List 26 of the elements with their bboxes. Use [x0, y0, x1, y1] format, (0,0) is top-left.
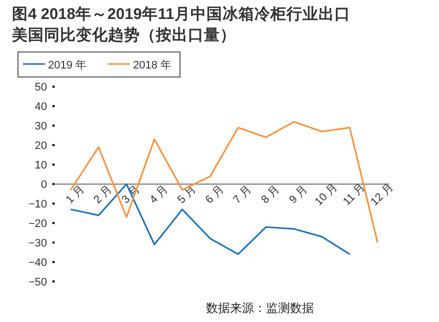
- chart-subtitle: 美国同比变化趋势（按出口量）: [11, 25, 236, 44]
- x-tick-label: 7 月: [231, 183, 254, 206]
- source-note: 数据来源：监测数据: [206, 301, 314, 315]
- y-tick-label: 20: [34, 140, 47, 152]
- y-tick-label: 0: [40, 179, 47, 192]
- y-tick-label: −40: [28, 257, 47, 270]
- x-tick-label: 6 月: [203, 183, 226, 206]
- x-tick-label: 12 月: [368, 181, 396, 208]
- y-tick-label: −10: [28, 198, 47, 211]
- chart-title: 图4 2018年～2019年11月中国冰箱冷柜行业出口: [12, 5, 350, 23]
- y-tick-label: 50: [34, 82, 47, 94]
- x-tick-label: 10 月: [312, 181, 340, 208]
- legend-label: 2018 年: [133, 60, 172, 72]
- y-tick-label: −50: [28, 276, 47, 288]
- x-tick-label: 9 月: [287, 183, 310, 206]
- x-tick-label: 2 月: [92, 183, 115, 206]
- x-tick-label: 4 月: [148, 183, 170, 206]
- y-tick-label: 10: [34, 160, 47, 172]
- y-tick-label: 30: [34, 120, 47, 133]
- y-tick-label: −20: [28, 218, 47, 230]
- y-tick-label: 40: [34, 101, 47, 114]
- x-tick-label: 11 月: [341, 181, 368, 208]
- x-tick-label: 1 月: [64, 183, 87, 206]
- y-tick-label: −30: [28, 238, 47, 250]
- x-tick-label: 8 月: [259, 183, 282, 206]
- legend-label: 2019 年: [48, 60, 87, 72]
